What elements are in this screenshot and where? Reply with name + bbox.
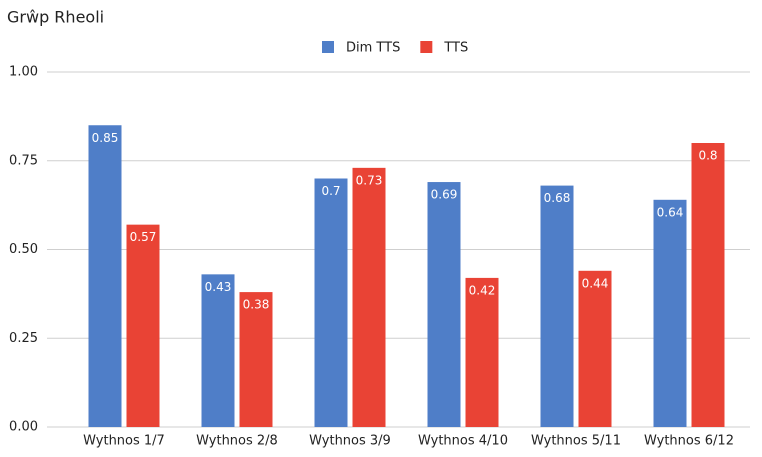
data-label: 0.69: [431, 188, 458, 202]
bar: [540, 185, 574, 427]
x-tick-label: Wythnos 2/8: [196, 434, 278, 449]
bar: [126, 224, 160, 427]
bar: [691, 143, 725, 427]
bar: [201, 274, 235, 427]
data-label: 0.85: [92, 131, 119, 145]
bar: [653, 199, 687, 427]
legend-label: Dim TTS: [346, 41, 400, 56]
data-label: 0.8: [698, 149, 717, 163]
y-tick-label: 0.75: [9, 153, 38, 168]
data-label: 0.7: [321, 184, 340, 198]
legend-label: TTS: [443, 41, 468, 56]
bar: [314, 178, 348, 427]
data-label: 0.73: [356, 173, 383, 187]
data-label: 0.68: [544, 191, 571, 205]
bar: [88, 125, 122, 427]
data-label: 0.44: [582, 276, 609, 290]
data-label: 0.42: [469, 283, 496, 297]
legend-swatch: [322, 41, 334, 53]
chart-title: Grŵp Rheoli: [7, 8, 104, 27]
data-label: 0.43: [205, 280, 232, 294]
x-tick-label: Wythnos 4/10: [418, 434, 508, 449]
x-tick-label: Wythnos 3/9: [309, 434, 391, 449]
y-tick-label: 0.25: [9, 331, 38, 346]
bar: [578, 270, 612, 427]
data-label: 0.64: [657, 205, 684, 219]
bar: [465, 277, 499, 427]
y-tick-label: 1.00: [9, 65, 38, 80]
x-tick-label: Wythnos 1/7: [83, 434, 165, 449]
data-label: 0.38: [243, 298, 270, 312]
legend-swatch: [420, 41, 433, 53]
bar: [239, 292, 273, 427]
x-tick-label: Wythnos 5/11: [531, 434, 621, 449]
bar: [352, 167, 386, 427]
y-tick-label: 0.50: [9, 242, 38, 257]
y-tick-label: 0.00: [9, 420, 38, 435]
x-tick-label: Wythnos 6/12: [644, 434, 734, 449]
data-label: 0.57: [130, 230, 157, 244]
bar: [427, 182, 461, 427]
